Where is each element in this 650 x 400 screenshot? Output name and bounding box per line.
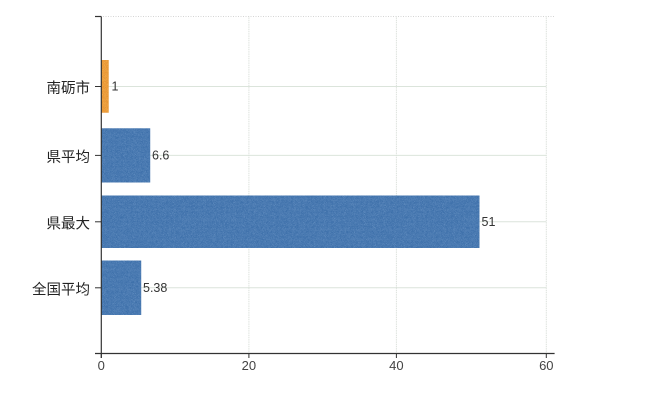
svg-text:0: 0: [98, 358, 105, 373]
svg-text:全国平均: 全国平均: [32, 280, 90, 298]
svg-text:60: 60: [539, 358, 553, 373]
svg-text:1: 1: [112, 80, 119, 94]
svg-text:県最大: 県最大: [47, 215, 91, 232]
svg-text:南砺市: 南砺市: [47, 80, 91, 97]
svg-text:51: 51: [482, 215, 496, 229]
svg-text:40: 40: [389, 358, 403, 373]
svg-text:5.38: 5.38: [143, 281, 167, 295]
svg-text:20: 20: [242, 358, 256, 373]
svg-text:6.6: 6.6: [152, 148, 169, 162]
svg-text:県平均: 県平均: [47, 149, 91, 166]
